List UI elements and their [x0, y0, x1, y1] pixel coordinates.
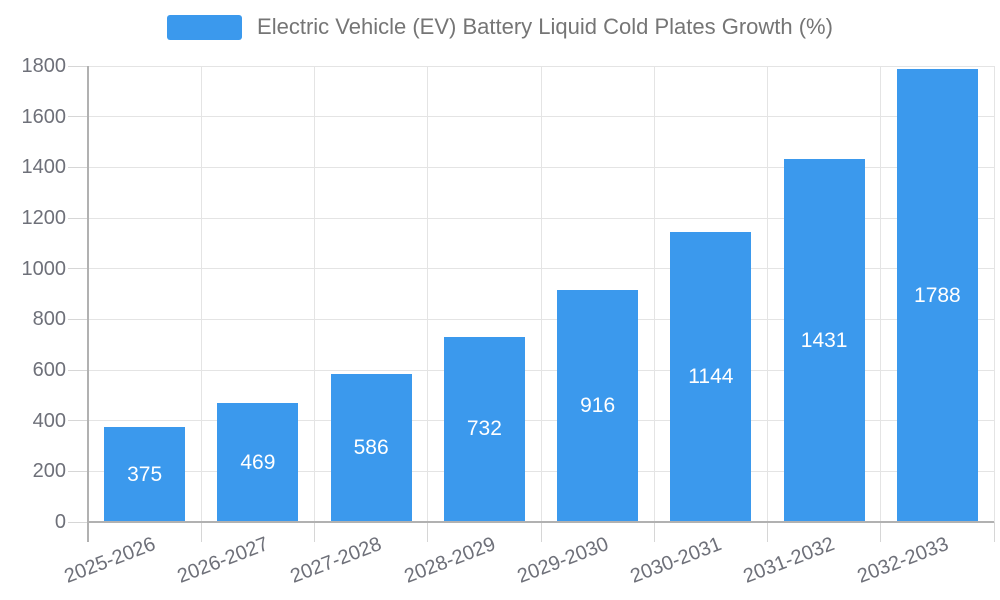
y-axis-tick — [68, 521, 88, 523]
bar-2029-2030[interactable]: 916 — [557, 289, 639, 522]
y-axis-label: 1800 — [21, 55, 67, 77]
gridline-vertical — [993, 66, 995, 522]
y-axis-tick — [68, 369, 88, 371]
legend-swatch — [167, 14, 243, 40]
y-axis-label: 1600 — [21, 105, 67, 128]
x-axis-label: 2027-2028 — [287, 533, 386, 588]
x-axis-label: 2030-2031 — [627, 533, 725, 588]
bar-value-label: 1431 — [800, 328, 848, 352]
gridline-vertical — [200, 66, 202, 522]
bar-2025-2026[interactable]: 375 — [104, 427, 186, 522]
x-axis-label: 2026-2027 — [174, 533, 272, 588]
y-axis-label: 1000 — [21, 257, 67, 280]
x-axis-tick — [653, 522, 655, 542]
bar-value-label: 1788 — [914, 283, 961, 307]
x-axis-tick — [880, 522, 882, 542]
bar-value-label: 469 — [240, 450, 276, 474]
x-axis-tick — [427, 522, 429, 542]
bar-2028-2029[interactable]: 732 — [443, 336, 525, 522]
bar-value-label: 586 — [353, 435, 389, 459]
y-axis-label: 800 — [32, 308, 66, 331]
y-axis-tick — [68, 420, 88, 422]
legend-item[interactable]: Electric Vehicle (EV) Battery Liquid Col… — [0, 14, 1000, 40]
x-axis-tick — [200, 522, 202, 542]
gridline-vertical — [767, 66, 768, 522]
y-axis-label: 1200 — [21, 207, 67, 229]
y-axis-tick — [68, 318, 88, 320]
x-axis-label: 2031-2032 — [740, 533, 839, 588]
gridline-vertical — [653, 66, 655, 522]
x-axis-line — [88, 521, 994, 523]
x-axis-label: 2028-2029 — [401, 533, 499, 588]
bar-value-label: 375 — [127, 462, 163, 486]
y-axis-tick — [68, 268, 88, 270]
y-axis-label: 400 — [32, 409, 66, 432]
bar-value-label: 916 — [580, 393, 616, 417]
x-axis-tick — [993, 522, 995, 542]
x-axis-label: 2025-2026 — [61, 533, 159, 588]
y-axis-tick — [68, 116, 88, 118]
bar-value-label: 732 — [466, 417, 502, 441]
bar-value-label: 1144 — [688, 365, 734, 389]
bar-2027-2028[interactable]: 586 — [330, 373, 412, 522]
y-axis-tick — [68, 217, 88, 219]
y-axis-line — [87, 66, 89, 542]
y-axis-tick — [68, 65, 88, 67]
gridline-vertical — [427, 66, 429, 522]
y-axis-label: 600 — [32, 359, 66, 381]
y-axis-label: 1400 — [21, 156, 67, 179]
bar-2030-2031[interactable]: 1144 — [670, 232, 752, 522]
bar-2032-2033[interactable]: 1788 — [896, 69, 978, 522]
bar-2026-2027[interactable]: 469 — [217, 403, 299, 522]
y-axis-label: 200 — [32, 460, 66, 483]
legend-label: Electric Vehicle (EV) Battery Liquid Col… — [257, 14, 833, 39]
x-axis-tick — [314, 522, 315, 542]
x-axis-label: 2029-2030 — [514, 533, 612, 588]
y-axis-tick — [68, 166, 88, 168]
bar-2031-2032[interactable]: 1431 — [783, 159, 865, 522]
y-axis-label: 0 — [54, 511, 66, 533]
gridline-vertical — [880, 66, 882, 522]
x-axis-tick — [767, 522, 768, 542]
gridline-vertical — [314, 66, 315, 522]
gridline-vertical — [540, 66, 542, 522]
x-axis-label: 2032-2033 — [854, 533, 952, 588]
y-axis-tick — [68, 470, 88, 472]
x-axis-tick — [540, 522, 542, 542]
